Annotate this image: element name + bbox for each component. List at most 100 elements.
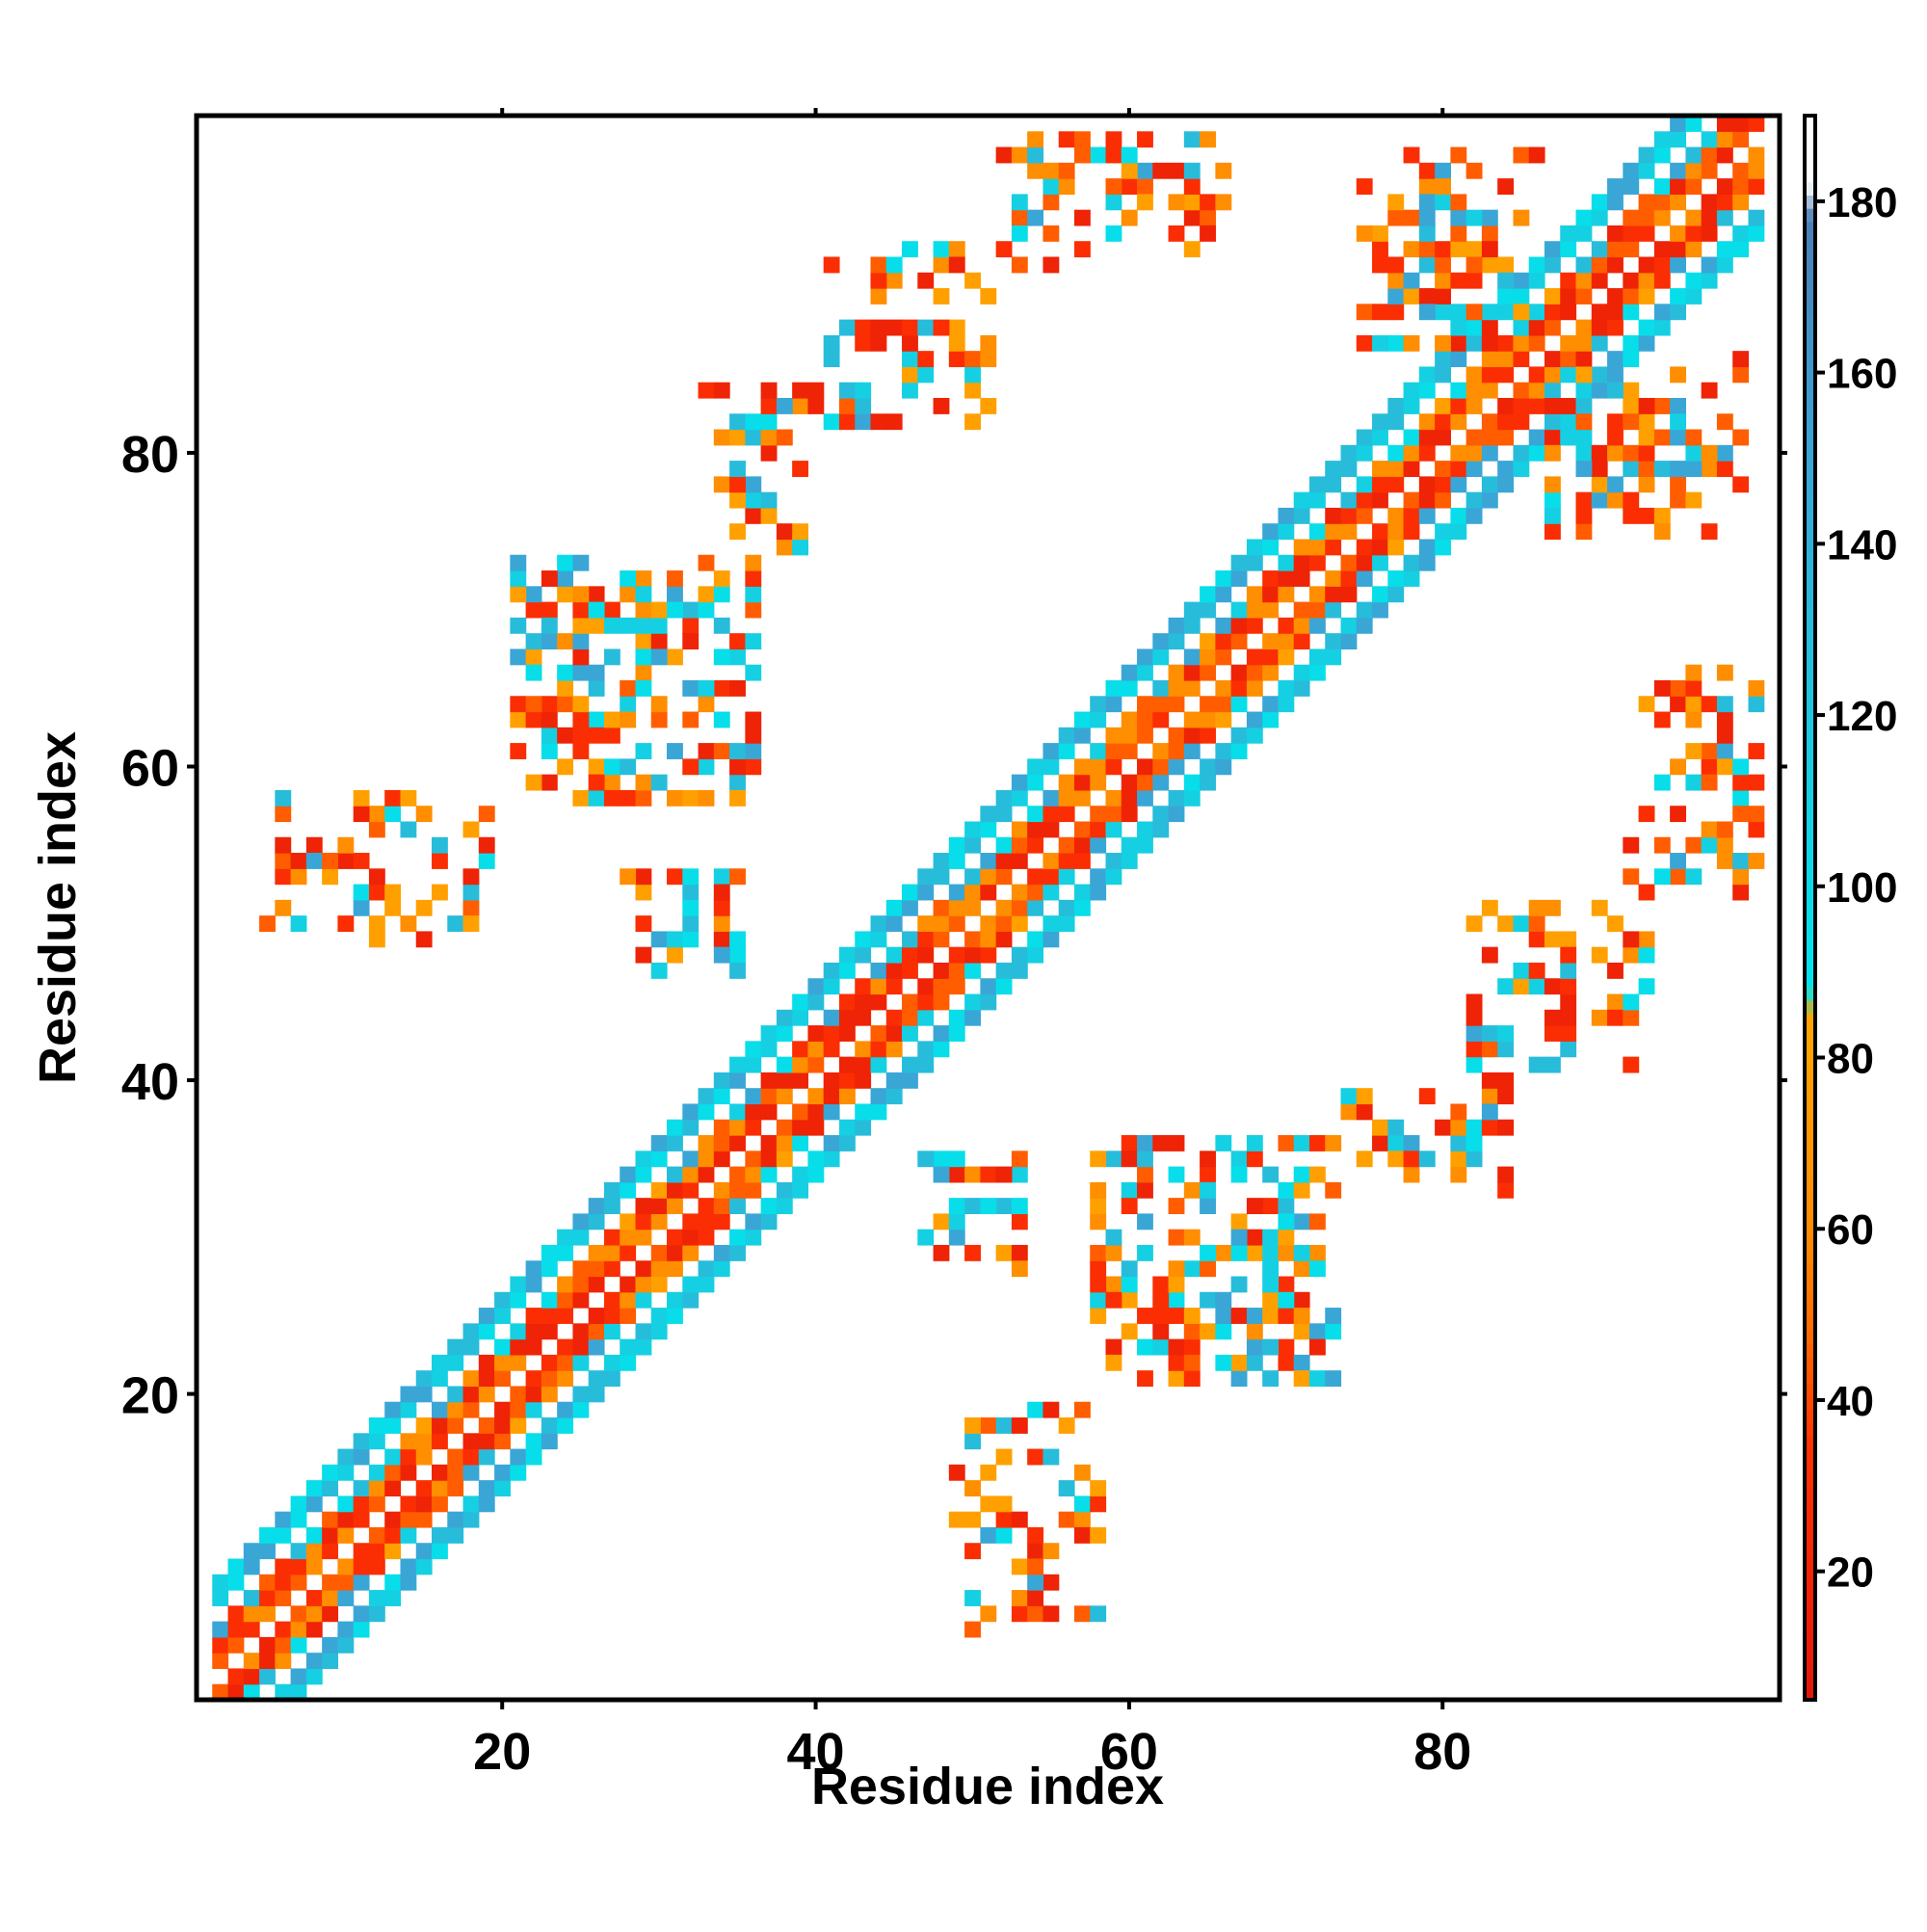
heatmap-cell xyxy=(1027,1590,1044,1606)
heatmap-cell xyxy=(885,413,903,431)
heatmap-cell xyxy=(792,382,809,399)
heatmap-cell xyxy=(885,1072,903,1089)
heatmap-cell xyxy=(1152,758,1170,776)
heatmap-cell xyxy=(698,696,715,713)
heatmap-cell xyxy=(745,711,762,728)
heatmap-cell xyxy=(933,241,950,258)
heatmap-cell xyxy=(1670,241,1686,258)
heatmap-cell xyxy=(870,319,887,336)
heatmap-cell xyxy=(447,1401,464,1418)
heatmap-cell xyxy=(1152,774,1170,791)
heatmap-cell xyxy=(1732,116,1750,132)
heatmap-cell xyxy=(1090,1151,1107,1168)
heatmap-cell xyxy=(557,586,574,603)
heatmap-cell xyxy=(603,1229,620,1246)
heatmap-cell xyxy=(807,1056,825,1073)
heatmap-cell xyxy=(1638,946,1655,964)
heatmap-cell xyxy=(1481,899,1498,916)
heatmap-cell xyxy=(1073,131,1091,148)
colorbar-tick-label: 40 xyxy=(1827,1378,1874,1425)
heatmap-cell xyxy=(1418,241,1436,258)
heatmap-cell xyxy=(1387,288,1405,304)
heatmap-cell xyxy=(1246,554,1263,571)
heatmap-cell xyxy=(1387,586,1405,603)
heatmap-cell xyxy=(1716,727,1733,744)
heatmap-cell xyxy=(275,868,292,886)
heatmap-cell xyxy=(917,931,935,948)
heatmap-cell xyxy=(667,1291,683,1309)
heatmap-cell xyxy=(667,1260,683,1278)
heatmap-cell xyxy=(447,1480,464,1496)
heatmap-cell xyxy=(1403,491,1420,509)
colorbar-segment xyxy=(1805,1040,1815,1054)
heatmap-cell xyxy=(1278,1244,1295,1261)
heatmap-cell xyxy=(557,570,574,587)
heatmap-cell xyxy=(995,931,1013,948)
heatmap-cell xyxy=(1308,1244,1326,1261)
heatmap-cell xyxy=(1200,601,1216,619)
heatmap-cell xyxy=(557,1244,574,1261)
heatmap-cell xyxy=(667,1198,683,1215)
heatmap-cell xyxy=(1387,209,1405,226)
heatmap-cell xyxy=(1278,1308,1295,1324)
heatmap-cell xyxy=(462,1370,480,1388)
colorbar-segment xyxy=(1805,947,1815,962)
heatmap-cell xyxy=(337,915,355,933)
heatmap-cell xyxy=(1513,288,1530,304)
heatmap-cell xyxy=(1418,1088,1436,1105)
heatmap-cell xyxy=(980,884,997,901)
heatmap-cell xyxy=(1058,899,1075,916)
heatmap-cell xyxy=(1653,397,1671,414)
heatmap-cell xyxy=(1670,679,1686,697)
heatmap-cell xyxy=(1623,491,1640,509)
heatmap-cell xyxy=(1748,116,1765,132)
heatmap-cell xyxy=(885,1009,903,1026)
heatmap-cell xyxy=(667,1229,683,1246)
heatmap-cell xyxy=(995,1526,1013,1544)
heatmap-cell xyxy=(1435,429,1451,446)
heatmap-cell xyxy=(807,993,825,1011)
colorbar-segment xyxy=(1805,1647,1815,1661)
heatmap-cell xyxy=(1387,256,1405,274)
heatmap-cell xyxy=(1387,1151,1405,1168)
heatmap-cell xyxy=(1528,915,1545,933)
heatmap-cell xyxy=(1027,758,1044,776)
heatmap-cell xyxy=(1575,366,1593,384)
heatmap-cell xyxy=(917,1041,935,1058)
heatmap-cell xyxy=(494,1464,511,1481)
heatmap-cell xyxy=(353,1605,370,1623)
heatmap-cell xyxy=(1544,899,1561,916)
heatmap-cell xyxy=(933,915,950,933)
heatmap-cell xyxy=(964,1480,981,1496)
heatmap-cell xyxy=(510,1338,527,1356)
heatmap-cell xyxy=(1090,774,1107,791)
heatmap-cell xyxy=(1435,162,1451,179)
heatmap-cell xyxy=(541,601,558,619)
heatmap-cell xyxy=(1638,931,1655,948)
heatmap-cell xyxy=(243,1683,260,1701)
heatmap-cell xyxy=(1043,758,1060,776)
heatmap-cell xyxy=(1560,931,1577,948)
heatmap-cell xyxy=(635,570,652,587)
heatmap-cell xyxy=(1403,1151,1420,1168)
heatmap-cell xyxy=(713,586,730,603)
heatmap-cell xyxy=(917,978,935,995)
heatmap-cell xyxy=(1748,774,1765,791)
heatmap-cell xyxy=(1575,491,1593,509)
heatmap-cell xyxy=(290,1558,307,1575)
heatmap-cell xyxy=(1513,962,1530,979)
heatmap-cell xyxy=(322,1480,339,1496)
heatmap-cell xyxy=(1607,491,1623,509)
heatmap-cell xyxy=(1090,1213,1107,1231)
heatmap-cell xyxy=(1638,288,1655,304)
heatmap-cell xyxy=(1027,884,1044,901)
colorbar-segment xyxy=(1805,670,1815,684)
heatmap-cell xyxy=(964,931,981,948)
heatmap-cell xyxy=(1043,178,1060,195)
heatmap-cell xyxy=(870,1025,887,1042)
heatmap-cell xyxy=(1200,131,1216,148)
heatmap-cell xyxy=(1246,711,1263,728)
heatmap-cell xyxy=(478,1308,495,1324)
heatmap-cell xyxy=(1105,194,1122,211)
heatmap-cell xyxy=(1215,617,1232,634)
